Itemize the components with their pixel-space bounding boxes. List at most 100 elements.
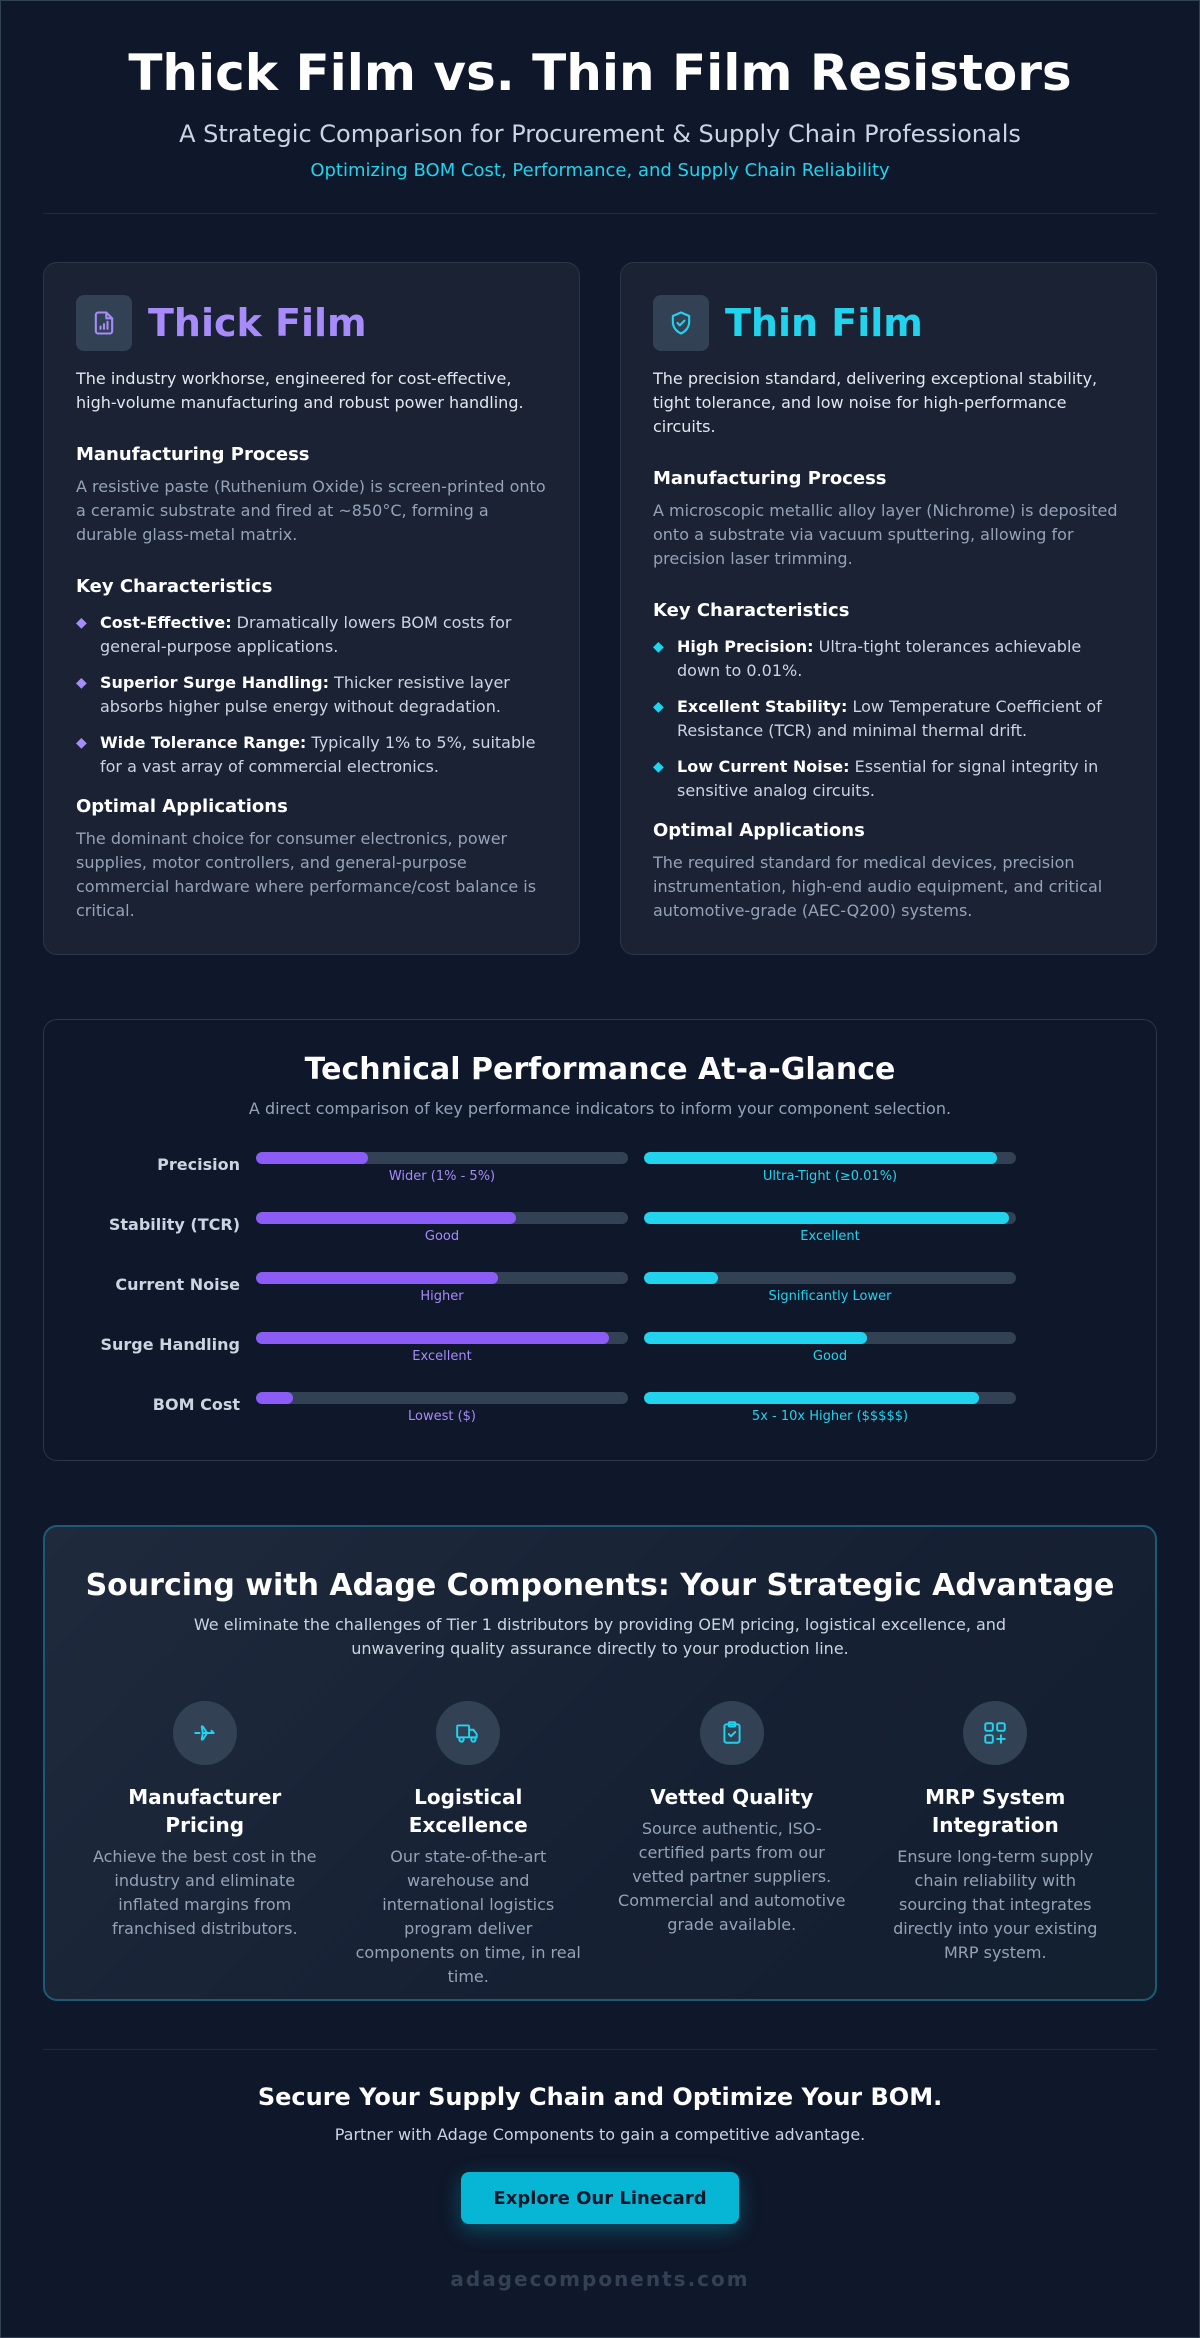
thin-film-description: The precision standard, delivering excep… (653, 369, 1098, 436)
list-item: ◆ High Precision: Ultra-tight tolerances… (653, 635, 1124, 683)
resistor-type-cards: Thick Film The industry workhorse, engin… (43, 262, 1157, 955)
thin-bar: Ultra-Tight (≥0.01%) (644, 1152, 1016, 1186)
thin-film-title: Thin Film (725, 301, 923, 345)
cta-subtitle: Partner with Adage Components to gain a … (334, 2125, 866, 2144)
thick-bar-caption: Lowest ($) (407, 1409, 476, 1424)
sourcing-subtitle: We eliminate the challenges of Tier 1 di… (193, 1615, 1007, 1658)
list-item: ◆ Low Current Noise: Essential for signa… (653, 755, 1124, 803)
metric-label: Precision (157, 1155, 240, 1174)
characteristic-text: Superior Surge Handling: Thicker resisti… (100, 673, 510, 716)
thick-bar-fill (256, 1332, 610, 1344)
thick-film-title: Thick Film (148, 301, 367, 345)
performance-panel: Technical Performance At-a-Glance A dire… (43, 1019, 1157, 1461)
diamond-bullet-icon: ◆ (653, 759, 664, 775)
explore-linecard-button[interactable]: Explore Our Linecard (461, 2172, 739, 2224)
diamond-bullet-icon: ◆ (653, 639, 664, 655)
thin-bar-caption: 5x - 10x Higher ($$$$$) (751, 1409, 909, 1424)
list-item: ◆ Excellent Stability: Low Temperature C… (653, 695, 1124, 743)
thin-bar-fill (644, 1212, 1009, 1224)
thin-bar-fill (644, 1152, 998, 1164)
performance-rows: Precision Wider (1% - 5%) Ultra-Tight (≥… (76, 1152, 1124, 1452)
thick-bar-caption: Excellent (412, 1349, 472, 1364)
plane-icon (172, 1701, 237, 1765)
sourcing-title: Sourcing with Adage Components: Your Str… (85, 1568, 1115, 1603)
performance-row: Stability (TCR) Good Excellent (76, 1212, 1124, 1272)
characteristic-text: Excellent Stability: Low Temperature Coe… (677, 697, 1102, 740)
thick-bar-fill (256, 1392, 294, 1404)
cta-title: Secure Your Supply Chain and Optimize Yo… (257, 2083, 943, 2111)
truck-icon (436, 1701, 501, 1765)
thin-bar-fill (644, 1392, 979, 1404)
thick-bar-caption: Wider (1% - 5%) (388, 1169, 496, 1184)
thick-process-text: A resistive paste (Ruthenium Oxide) is s… (76, 477, 546, 544)
thick-film-description: The industry workhorse, engineered for c… (76, 369, 524, 412)
grid-plus-icon (963, 1701, 1028, 1765)
performance-row: Current Noise Higher Significantly Lower (76, 1272, 1124, 1332)
feature-vetted-quality: Vetted Quality Source authentic, ISO-cer… (600, 1701, 864, 1989)
thin-bar: 5x - 10x Higher ($$$$$) (644, 1392, 1016, 1426)
feature-text: Our state-of-the-art warehouse and inter… (355, 1847, 581, 1986)
metric-label: Stability (TCR) (108, 1215, 240, 1234)
header-divider (43, 213, 1157, 214)
thick-bar: Excellent (256, 1332, 628, 1366)
thin-process-text: A microscopic metallic alloy layer (Nich… (653, 501, 1118, 568)
thick-film-card: Thick Film The industry workhorse, engin… (43, 262, 580, 955)
thick-process-heading: Manufacturing Process (76, 444, 310, 465)
feature-title: Manufacturer Pricing (128, 1785, 282, 1837)
characteristic-text: Cost-Effective: Dramatically lowers BOM … (100, 613, 512, 656)
thin-process-heading: Manufacturing Process (653, 468, 887, 489)
feature-text: Achieve the best cost in the industry an… (92, 1847, 317, 1938)
sourcing-features: Manufacturer Pricing Achieve the best co… (73, 1701, 1127, 1989)
diamond-bullet-icon: ◆ (76, 675, 87, 691)
thick-film-card-header: Thick Film (76, 295, 547, 351)
thin-bar-caption: Significantly Lower (768, 1289, 892, 1304)
page-subtitle: A Strategic Comparison for Procurement &… (179, 120, 1021, 148)
thick-bar: Higher (256, 1272, 628, 1306)
thick-characteristics-heading: Key Characteristics (76, 576, 273, 597)
performance-subtitle: A direct comparison of key performance i… (248, 1099, 952, 1118)
metric-label: Current Noise (115, 1275, 240, 1294)
feature-logistical-excellence: Logistical Excellence Our state-of-the-a… (337, 1701, 601, 1989)
performance-row: Surge Handling Excellent Good (76, 1332, 1124, 1392)
characteristic-text: Low Current Noise: Essential for signal … (677, 757, 1099, 800)
thin-film-card-header: Thin Film (653, 295, 1124, 351)
thin-bar: Excellent (644, 1212, 1016, 1246)
thick-bar: Good (256, 1212, 628, 1246)
performance-row: Precision Wider (1% - 5%) Ultra-Tight (≥… (76, 1152, 1124, 1212)
thick-bar-fill (256, 1152, 368, 1164)
thin-characteristics-heading: Key Characteristics (653, 600, 850, 621)
page-header: Thick Film vs. Thin Film Resistors A Str… (43, 1, 1157, 183)
thin-bar-caption: Excellent (800, 1229, 860, 1244)
characteristic-text: Wide Tolerance Range: Typically 1% to 5%… (100, 733, 536, 776)
cta-divider (43, 2049, 1157, 2050)
metric-label: Surge Handling (100, 1335, 240, 1354)
performance-title: Technical Performance At-a-Glance (304, 1052, 896, 1087)
page-tagline: Optimizing BOM Cost, Performance, and Su… (310, 160, 890, 181)
document-chart-icon (76, 295, 132, 351)
call-to-action: Secure Your Supply Chain and Optimize Yo… (43, 2050, 1157, 2292)
thin-film-card: Thin Film The precision standard, delive… (620, 262, 1157, 955)
thin-applications-text: The required standard for medical device… (653, 853, 1103, 920)
thick-bar: Wider (1% - 5%) (256, 1152, 628, 1186)
clipboard-check-icon (699, 1701, 764, 1765)
list-item: ◆ Wide Tolerance Range: Typically 1% to … (76, 731, 547, 779)
thin-bar-caption: Good (812, 1349, 848, 1364)
shield-check-icon (653, 295, 709, 351)
feature-manufacturer-pricing: Manufacturer Pricing Achieve the best co… (73, 1701, 337, 1989)
thick-applications-heading: Optimal Applications (76, 796, 288, 817)
page-title: Thick Film vs. Thin Film Resistors (128, 44, 1072, 102)
list-item: ◆ Cost-Effective: Dramatically lowers BO… (76, 611, 547, 659)
footer-site-url[interactable]: adagecomponents.com (450, 2267, 750, 2291)
thick-bar-caption: Higher (420, 1289, 464, 1304)
thin-bar: Significantly Lower (644, 1272, 1016, 1306)
thin-bar-caption: Ultra-Tight (≥0.01%) (762, 1169, 898, 1184)
diamond-bullet-icon: ◆ (76, 735, 87, 751)
thin-bar-fill (644, 1332, 868, 1344)
diamond-bullet-icon: ◆ (653, 699, 664, 715)
thick-applications-text: The dominant choice for consumer electro… (76, 829, 537, 920)
metric-label: BOM Cost (152, 1395, 240, 1414)
feature-title: MRP System Integration (925, 1785, 1066, 1837)
thin-bar: Good (644, 1332, 1016, 1366)
thick-bar-fill (256, 1212, 517, 1224)
